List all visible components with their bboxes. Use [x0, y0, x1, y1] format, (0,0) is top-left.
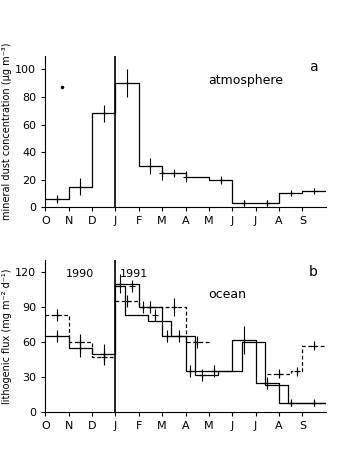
Text: b: b: [308, 265, 317, 279]
Text: 1990: 1990: [66, 269, 94, 279]
Text: a: a: [309, 60, 317, 74]
Text: ocean: ocean: [208, 288, 246, 300]
Y-axis label: lithogenic flux (mg m⁻² d⁻¹): lithogenic flux (mg m⁻² d⁻¹): [2, 269, 12, 404]
Text: atmosphere: atmosphere: [208, 74, 283, 87]
Text: 1991: 1991: [120, 269, 148, 279]
Y-axis label: mineral dust concentration (μg m⁻³): mineral dust concentration (μg m⁻³): [3, 43, 12, 220]
